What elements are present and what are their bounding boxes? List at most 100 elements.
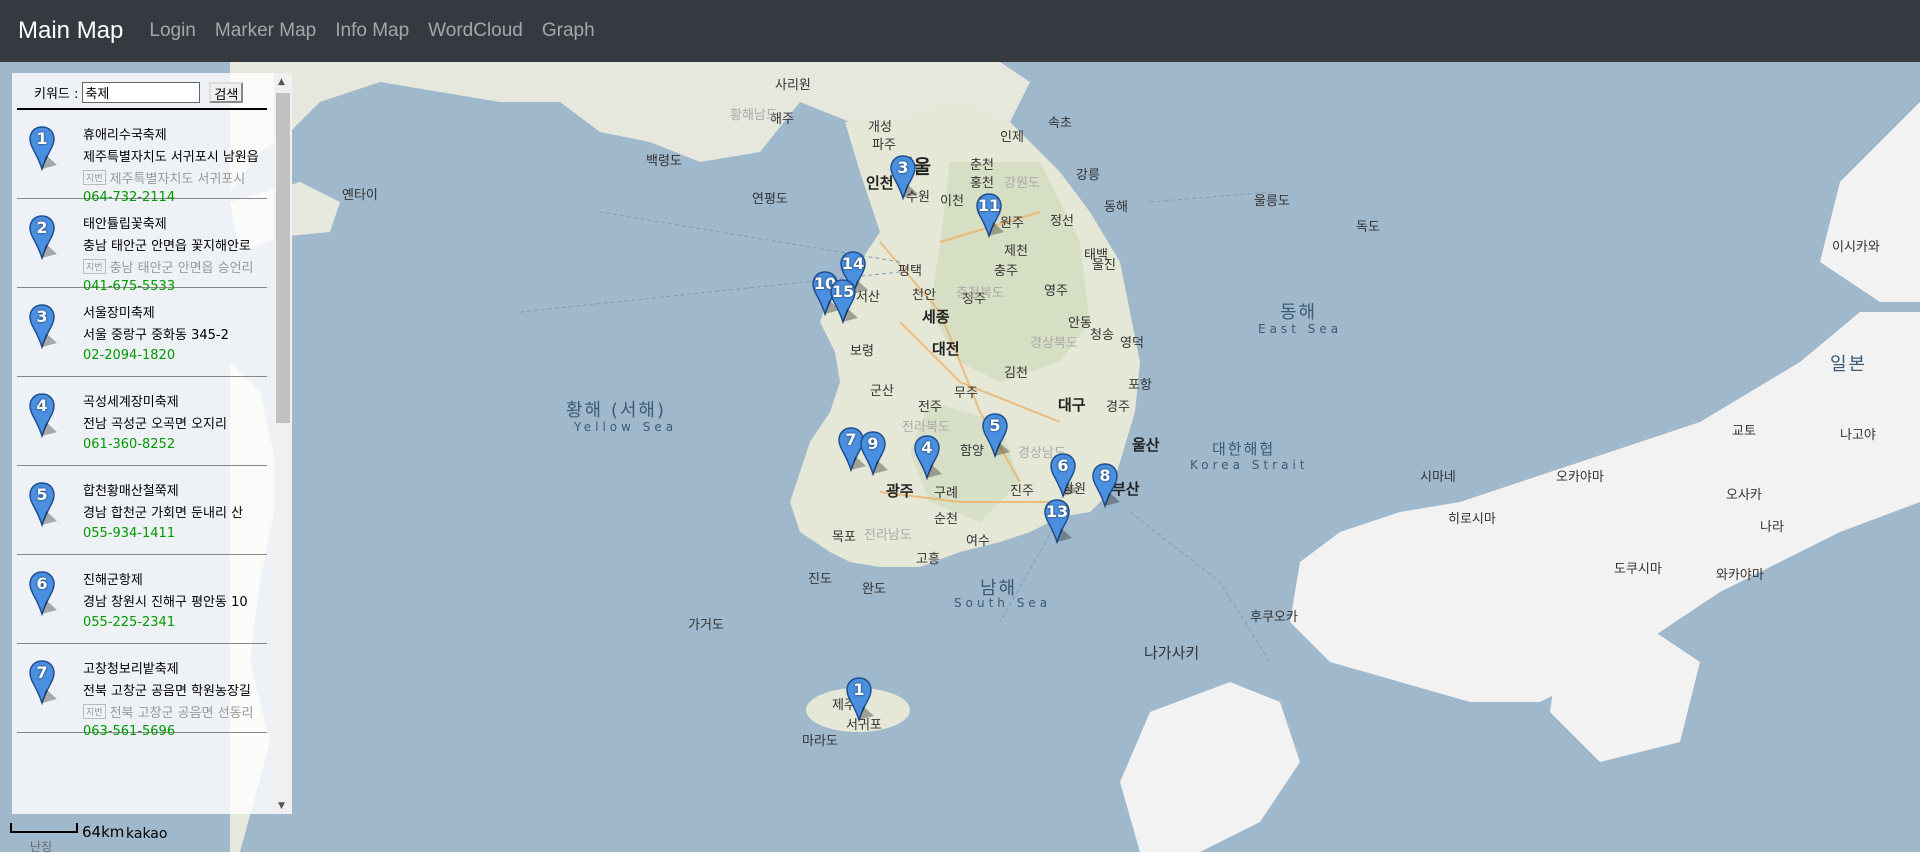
map-marker[interactable]: 4 xyxy=(914,434,944,480)
nav-login[interactable]: Login xyxy=(149,20,196,41)
map-label-sea: 대한해협 xyxy=(1212,440,1276,458)
map-label-city: 정선 xyxy=(1050,214,1074,229)
list-item[interactable]: 1 휴애리수국축제 제주특별자치도 서귀포시 남원읍 지번 제주특별자치도 서귀포… xyxy=(17,110,267,205)
map-label-city: 태백 xyxy=(1084,248,1108,263)
marker-number: 4 xyxy=(36,396,48,415)
map-label-city: 원주 xyxy=(1000,216,1024,231)
map-label-city: 경주 xyxy=(1106,400,1130,415)
marker-number: 1 xyxy=(853,680,865,699)
map-label-jp-city: 이시카와 xyxy=(1832,240,1880,255)
place-jibun: 지번 제주특별자치도 서귀포시 xyxy=(83,168,267,187)
map-label-city: 울진 xyxy=(1092,258,1116,273)
place-address: 제주특별자치도 서귀포시 남원읍 xyxy=(83,150,259,165)
map-label-jp-city: 시마네 xyxy=(1420,470,1456,485)
map-label-city: 제천 xyxy=(1004,244,1028,259)
map-label-city: 포항 xyxy=(1128,378,1152,393)
map-label-sea: 황해 (서해) xyxy=(566,400,667,421)
nav-wordcloud[interactable]: WordCloud xyxy=(428,20,523,41)
marker-number: 15 xyxy=(831,282,855,301)
scroll-thumb[interactable] xyxy=(276,93,290,423)
map-label-city: 제주 xyxy=(832,698,856,713)
map-marker[interactable]: 13 xyxy=(1044,498,1074,544)
list-item[interactable]: 7 고창청보리밭축제 전북 고창군 공음면 학원농장길 지번 전북 고창군 공음면… xyxy=(17,644,267,739)
list-item[interactable]: 5 합천황매산철쭉제 경남 합천군 가회면 둔내리 산 055-934-1411 xyxy=(17,466,267,555)
place-phone: 063-561-5696 xyxy=(83,724,176,739)
list-item[interactable]: 3 서울장미축제 서울 중랑구 중화동 345-2 02-2094-1820 xyxy=(17,288,267,377)
map-label-city: 홍천 xyxy=(970,176,994,191)
map-label-jp-city: 도쿠시마 xyxy=(1614,562,1662,577)
place-title: 합천황매산철쭉제 xyxy=(83,484,179,499)
map-label-city: 진도 xyxy=(808,572,832,587)
place-list: 1 휴애리수국축제 제주특별자치도 서귀포시 남원읍 지번 제주특별자치도 서귀포… xyxy=(17,110,267,810)
map-label-city: 진주 xyxy=(1010,484,1034,499)
map-marker[interactable]: 6 xyxy=(1050,452,1080,498)
map-label-city: 백령도 xyxy=(646,154,682,169)
jibun-tag: 지번 xyxy=(83,704,106,719)
map-marker[interactable]: 11 xyxy=(976,192,1006,238)
marker-number: 3 xyxy=(897,158,909,177)
map-label-sea-en: Yellow Sea xyxy=(574,420,678,434)
map-marker[interactable]: 10 xyxy=(812,270,842,316)
nav-info-map[interactable]: Info Map xyxy=(335,20,410,41)
list-scrollbar[interactable]: ▲ ▼ xyxy=(274,73,292,814)
search-button[interactable]: 검색 xyxy=(209,81,244,103)
list-item[interactable]: 6 진해군항제 경남 창원시 진해구 평안동 10 055-225-2341 xyxy=(17,555,267,644)
kakao-logo[interactable]: kakao xyxy=(126,826,168,842)
map-label-city: 무주 xyxy=(954,386,978,401)
map-label-jp-city: 교토 xyxy=(1732,424,1756,439)
list-item[interactable]: 2 태안튤립꽃축제 충남 태안군 안면읍 꽃지해안로 지번 충남 태안군 안면읍 … xyxy=(17,199,267,294)
place-phone: 064-732-2114 xyxy=(83,190,176,205)
place-address: 충남 태안군 안면읍 꽃지해안로 xyxy=(83,239,251,254)
scale-text: 64km xyxy=(82,823,125,841)
map-label-city: 청송 xyxy=(1090,328,1114,343)
map-label-city: 순천 xyxy=(934,512,958,527)
map-label-city: 난징 xyxy=(30,840,53,854)
map-label-province: 황해남도 xyxy=(730,108,778,123)
map-label-city: 가거도 xyxy=(688,618,724,633)
scroll-down-icon[interactable]: ▼ xyxy=(278,801,285,811)
marker-number: 7 xyxy=(845,430,857,449)
map-label-city: 수원 xyxy=(906,190,930,205)
marker-number: 13 xyxy=(1045,502,1069,521)
search-panel: 키워드 : 검색 1 휴애리수국축제 제주특별자치도 서귀포시 남원읍 지번제주… xyxy=(12,73,292,814)
map-label-jp-city: 나고야 xyxy=(1840,428,1876,443)
map-marker[interactable]: 3 xyxy=(890,154,920,200)
map-label-sea-en: Korea Strait xyxy=(1190,458,1309,472)
map-marker[interactable]: 8 xyxy=(1092,462,1122,508)
map-label-city: 전주 xyxy=(918,400,942,415)
map-marker[interactable]: 9 xyxy=(860,430,890,476)
marker-number: 7 xyxy=(36,663,48,682)
map-marker[interactable]: 1 xyxy=(846,676,876,722)
map-label-jp-city: 와카야마 xyxy=(1716,568,1764,583)
map-marker[interactable]: 14 xyxy=(840,250,870,296)
place-jibun: 지번 전북 고창군 공음면 선동리 xyxy=(83,702,267,721)
marker-number: 1 xyxy=(36,129,48,148)
scroll-up-icon[interactable]: ▲ xyxy=(278,77,285,87)
map-label-city: 인제 xyxy=(1000,130,1024,145)
map-label-city: 독도 xyxy=(1356,220,1380,235)
scale-bar xyxy=(10,823,78,833)
map-label-jp-city: 오카야마 xyxy=(1556,470,1604,485)
map-marker[interactable]: 7 xyxy=(838,426,868,472)
list-item[interactable]: 4 곡성세계장미축제 전남 곡성군 오곡면 오지리 061-360-8252 xyxy=(17,377,267,466)
search-input[interactable] xyxy=(82,81,201,103)
map-label-city: 김천 xyxy=(1004,366,1028,381)
brand-link[interactable]: Main Map xyxy=(18,17,124,44)
map-label-city: 동해 xyxy=(1104,200,1128,215)
place-jibun: 지번 충남 태안군 안면읍 승언리 xyxy=(83,257,267,276)
place-phone: 041-675-5533 xyxy=(83,279,176,294)
map-label-city: 평택 xyxy=(898,264,922,279)
map-label-jp-city: 후쿠오카 xyxy=(1250,610,1298,625)
map-label-city: 대구 xyxy=(1058,396,1086,414)
marker-number: 5 xyxy=(989,416,1001,435)
map-label-country: 일본 xyxy=(1830,354,1868,375)
map-marker[interactable]: 15 xyxy=(830,278,860,324)
map-marker[interactable]: 5 xyxy=(982,412,1012,458)
list-marker-icon: 5 xyxy=(29,481,59,528)
nav-marker-map[interactable]: Marker Map xyxy=(214,20,317,41)
map-label-sea: 동해 xyxy=(1280,302,1318,323)
nav-graph[interactable]: Graph xyxy=(541,20,595,41)
map-label-province: 충청북도 xyxy=(956,286,1004,301)
list-marker-icon: 7 xyxy=(29,659,59,706)
marker-number: 6 xyxy=(1057,456,1069,475)
